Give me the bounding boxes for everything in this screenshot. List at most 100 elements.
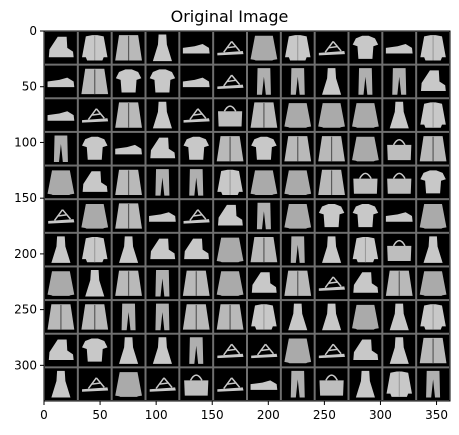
thumbnail-tile <box>248 334 280 367</box>
grid-separator <box>44 31 450 401</box>
thumbnail-tile <box>349 233 382 266</box>
thumbnail-tile <box>78 99 111 131</box>
thumbnail-tile <box>281 99 314 131</box>
thumbnail-tile <box>180 233 213 266</box>
thumbnail-tile <box>112 99 145 131</box>
thumbnail-tile <box>248 65 280 98</box>
thumbnail-tile <box>349 132 382 165</box>
thumbnail-tile <box>45 301 77 333</box>
thumbnail-tile <box>214 301 246 333</box>
thumbnail-tile <box>349 99 382 131</box>
thumbnail-tile <box>281 334 314 367</box>
thumbnail-tile <box>214 267 246 300</box>
thumbnail-tile <box>281 301 314 333</box>
thumbnail-tile <box>180 99 213 131</box>
thumbnail-tile <box>281 233 314 266</box>
thumbnail-tile <box>417 267 449 300</box>
x-tick-label: 150 <box>201 408 224 422</box>
thumbnail-tile <box>383 267 416 300</box>
thumbnail-tile <box>45 32 77 64</box>
thumbnail-tile <box>383 334 416 367</box>
thumbnail-tile <box>45 233 77 266</box>
thumbnail-tile <box>383 132 416 165</box>
thumbnail-tile <box>78 32 111 64</box>
thumbnail-tile <box>248 200 280 232</box>
thumbnail-tile <box>315 267 348 300</box>
thumbnail-tile <box>112 368 145 400</box>
thumbnail-tile <box>112 200 145 232</box>
figure-title: Original Image <box>170 7 289 26</box>
axes: 0 50 100 150 200 250 300 350 0 50 100 150 200 250 300 <box>14 24 451 422</box>
thumbnail-tile <box>146 32 179 64</box>
thumbnail-tile <box>383 200 416 232</box>
thumbnail-tile <box>146 301 179 333</box>
thumbnail-tile <box>78 301 111 333</box>
thumbnail-tile <box>45 200 77 232</box>
thumbnail-tile <box>45 166 77 199</box>
thumbnail-tile <box>349 368 382 400</box>
thumbnail-tile <box>315 32 348 64</box>
thumbnail-tile <box>349 65 382 98</box>
thumbnail-tile <box>248 132 280 165</box>
thumbnail-tile <box>383 99 416 131</box>
thumbnail-tile <box>248 301 280 333</box>
thumbnail-tile <box>78 233 111 266</box>
thumbnail-tile <box>349 267 382 300</box>
thumbnail-tile <box>315 132 348 165</box>
y-tick-label: 0 <box>29 24 37 38</box>
thumbnail-tile <box>112 233 145 266</box>
thumbnail-tile <box>281 132 314 165</box>
thumbnail-tile <box>214 233 246 266</box>
thumbnail-tile <box>45 334 77 367</box>
y-tick-label: 200 <box>14 247 37 261</box>
thumbnail-tile <box>417 301 449 333</box>
thumbnail-tile <box>383 166 416 199</box>
y-tick-label: 250 <box>14 303 37 317</box>
thumbnail-tile <box>112 32 145 64</box>
thumbnail-tile <box>248 233 280 266</box>
thumbnail-tile <box>180 32 213 64</box>
x-tick-label: 300 <box>369 408 392 422</box>
thumbnail-tile <box>214 132 246 165</box>
thumbnail-tile <box>112 301 145 333</box>
thumbnail-tile <box>214 200 246 232</box>
thumbnail-tile <box>248 32 280 64</box>
thumbnail-tile <box>180 166 213 199</box>
x-tick-label: 50 <box>92 408 107 422</box>
thumbnail-tile <box>417 99 449 131</box>
x-tick-label: 0 <box>40 408 48 422</box>
thumbnail-tile <box>315 334 348 367</box>
thumbnail-tile <box>248 166 280 199</box>
y-tick-label: 50 <box>22 80 37 94</box>
thumbnail-tile <box>45 267 77 300</box>
thumbnail-tile <box>349 334 382 367</box>
thumbnail-tile <box>180 368 213 400</box>
thumbnail-tile <box>146 233 179 266</box>
thumbnail-tile <box>146 132 179 165</box>
thumbnail-tile <box>281 200 314 232</box>
thumbnail-tile <box>45 65 77 98</box>
thumbnail-tile <box>214 166 246 199</box>
x-tick-label: 350 <box>425 408 448 422</box>
thumbnail-tile <box>281 166 314 199</box>
thumbnail-tile <box>417 65 449 98</box>
thumbnail-tile <box>383 301 416 333</box>
thumbnail-tile <box>383 32 416 64</box>
y-tick-label: 100 <box>14 135 37 149</box>
thumbnail-tile <box>417 368 449 400</box>
thumbnail-tile <box>248 267 280 300</box>
thumbnail-tile <box>417 32 449 64</box>
thumbnail-tile <box>349 32 382 64</box>
thumbnail-tile <box>78 334 111 367</box>
thumbnail-tile <box>417 132 449 165</box>
x-tick-label: 250 <box>313 408 336 422</box>
thumbnail-tile <box>214 334 246 367</box>
thumbnail-tile <box>214 368 246 400</box>
thumbnail-tile <box>180 301 213 333</box>
thumbnail-tile <box>146 99 179 131</box>
thumbnail-tile <box>214 99 246 131</box>
thumbnail-tile <box>383 233 416 266</box>
thumbnail-tile <box>180 65 213 98</box>
axes-frame <box>43 30 451 402</box>
